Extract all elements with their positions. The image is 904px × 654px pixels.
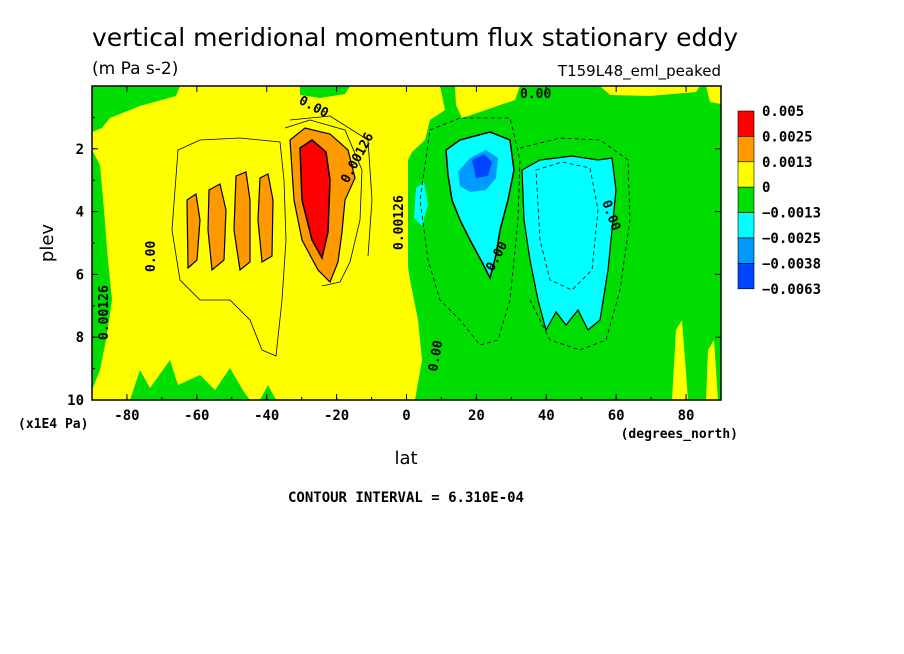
- chart-title: vertical meridional momentum flux statio…: [92, 23, 738, 52]
- region-green-sh-surface-2: [260, 385, 276, 400]
- x-tick-label: -20: [324, 408, 349, 424]
- region-yellow-eq-column: [404, 200, 422, 400]
- legend-swatch: [737, 263, 755, 290]
- region-red-jet: [299, 139, 331, 261]
- x-tick-label: 60: [608, 408, 625, 424]
- x-axis: -80 -60 -40 -20 0 20 40 60 80: [91, 86, 722, 424]
- contour-label: 0.00: [144, 241, 159, 272]
- region-green-nh-surface: [654, 350, 664, 400]
- y-tick-label: 8: [76, 330, 84, 346]
- region-cyan-midlat: [521, 155, 617, 332]
- y-axis-units: (x1E4 Pa): [18, 417, 88, 432]
- legend-swatch: [737, 212, 755, 239]
- contour-nh-dashed-1: [419, 117, 521, 346]
- x-tick-label: -60: [184, 408, 209, 424]
- region-green-sh-surface: [130, 360, 250, 400]
- x-tick-label: 0: [402, 408, 410, 424]
- x-tick-label: 80: [678, 408, 695, 424]
- contour-interval: CONTOUR INTERVAL = 6.310E-04: [288, 490, 524, 506]
- legend-level-label: −0.0025: [762, 231, 821, 247]
- chart-units: (m Pa s-2): [92, 59, 178, 79]
- region-yellow-nh-top: [455, 86, 520, 118]
- region-yellow-eq-top: [408, 86, 445, 160]
- contour-label: 0.00: [426, 339, 446, 373]
- legend-swatch: [737, 237, 755, 264]
- y-tick-label: 4: [76, 205, 84, 221]
- legend-swatch: [737, 136, 755, 163]
- region-yellow-nh-pole-top: [706, 86, 721, 104]
- contour-nh-dashed-2: [519, 137, 631, 351]
- contour-sh-3: [289, 115, 373, 257]
- y-tick-label: 10: [67, 393, 84, 409]
- contour-sh-2: [284, 119, 363, 287]
- legend-level-label: 0.0025: [762, 129, 813, 145]
- x-axis-label: lat: [394, 448, 417, 469]
- plot-area: [92, 86, 721, 400]
- y-tick-label: 2: [76, 142, 84, 158]
- contour-label: 0.00: [520, 87, 551, 102]
- contour-nh-dashed-3: [535, 161, 599, 291]
- legend-swatch: [737, 110, 755, 137]
- legend-level-label: 0.005: [762, 104, 804, 120]
- x-tick-label: -40: [254, 408, 279, 424]
- region-yellow-nh-pole: [706, 340, 718, 400]
- region-deepblue-tropics: [472, 154, 492, 178]
- legend-level-label: 0.0013: [762, 155, 813, 171]
- region-orange-d: [257, 173, 274, 264]
- region-orange-b: [207, 183, 227, 272]
- x-tick-label: 20: [468, 408, 485, 424]
- run-label: T159L48_eml_peaked: [557, 62, 721, 81]
- region-green-sh-top-2: [300, 86, 350, 98]
- contour-sh-1: [171, 137, 287, 357]
- legend-level-label: −0.0063: [762, 282, 821, 298]
- contour-label: 0.00126: [97, 285, 112, 340]
- region-cyan-eq: [414, 182, 428, 226]
- x-axis-units: (degrees_north): [621, 427, 738, 442]
- legend-level-label: −0.0038: [762, 256, 821, 272]
- legend-swatch: [737, 186, 755, 213]
- legend-level-label: −0.0013: [762, 206, 821, 222]
- legend-swatch: [737, 161, 755, 188]
- legend-level-label: 0: [762, 180, 770, 196]
- region-yellow-nh-surface: [672, 320, 688, 400]
- x-tick-label: -80: [114, 408, 139, 424]
- region-orange-a: [186, 192, 201, 270]
- colorbar-legend: 0.005 0.0025 0.0013 0 −0.0013 −0.0025 −0.0038 −…: [737, 104, 821, 298]
- region-green-sh-pole: [92, 150, 112, 390]
- y-tick-label: 6: [76, 267, 84, 283]
- region-yellow-nh-top-2: [600, 86, 700, 96]
- contour-label: 0.00126: [392, 195, 407, 250]
- y-axis: 2 4 6 8 10: [67, 116, 721, 409]
- region-orange-c: [233, 171, 251, 272]
- x-tick-label: 40: [538, 408, 555, 424]
- region-green-sh-top: [92, 86, 180, 132]
- y-axis-label: plev: [37, 224, 58, 263]
